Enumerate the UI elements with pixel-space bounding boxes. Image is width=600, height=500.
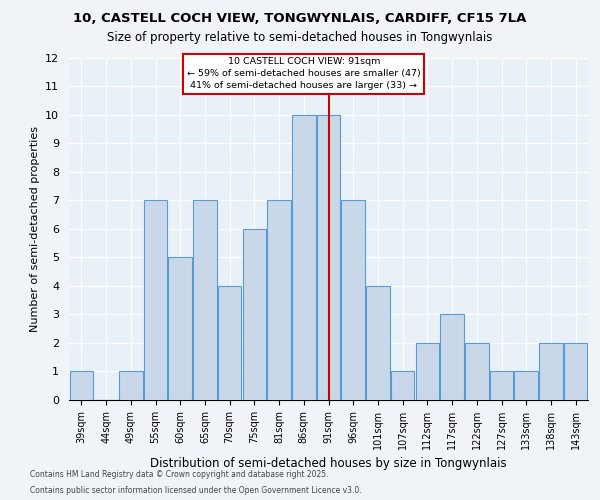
Text: Contains HM Land Registry data © Crown copyright and database right 2025.: Contains HM Land Registry data © Crown c… <box>30 470 329 479</box>
Bar <box>119 372 143 400</box>
Bar <box>416 343 439 400</box>
X-axis label: Distribution of semi-detached houses by size in Tongwynlais: Distribution of semi-detached houses by … <box>150 458 507 470</box>
Bar <box>70 372 93 400</box>
Bar <box>268 200 291 400</box>
Bar <box>218 286 241 400</box>
Bar <box>292 114 316 400</box>
Bar <box>514 372 538 400</box>
Text: Contains public sector information licensed under the Open Government Licence v3: Contains public sector information licen… <box>30 486 362 495</box>
Bar <box>490 372 513 400</box>
Bar <box>317 114 340 400</box>
Text: 10, CASTELL COCH VIEW, TONGWYNLAIS, CARDIFF, CF15 7LA: 10, CASTELL COCH VIEW, TONGWYNLAIS, CARD… <box>73 12 527 26</box>
Text: 10 CASTELL COCH VIEW: 91sqm
← 59% of semi-detached houses are smaller (47)
41% o: 10 CASTELL COCH VIEW: 91sqm ← 59% of sem… <box>187 58 421 90</box>
Bar <box>169 258 192 400</box>
Bar <box>193 200 217 400</box>
Bar <box>341 200 365 400</box>
Bar <box>539 343 563 400</box>
Bar <box>564 343 587 400</box>
Text: Size of property relative to semi-detached houses in Tongwynlais: Size of property relative to semi-detach… <box>107 31 493 44</box>
Bar <box>465 343 488 400</box>
Y-axis label: Number of semi-detached properties: Number of semi-detached properties <box>29 126 40 332</box>
Bar <box>440 314 464 400</box>
Bar <box>144 200 167 400</box>
Bar <box>366 286 389 400</box>
Bar <box>391 372 415 400</box>
Bar <box>242 229 266 400</box>
